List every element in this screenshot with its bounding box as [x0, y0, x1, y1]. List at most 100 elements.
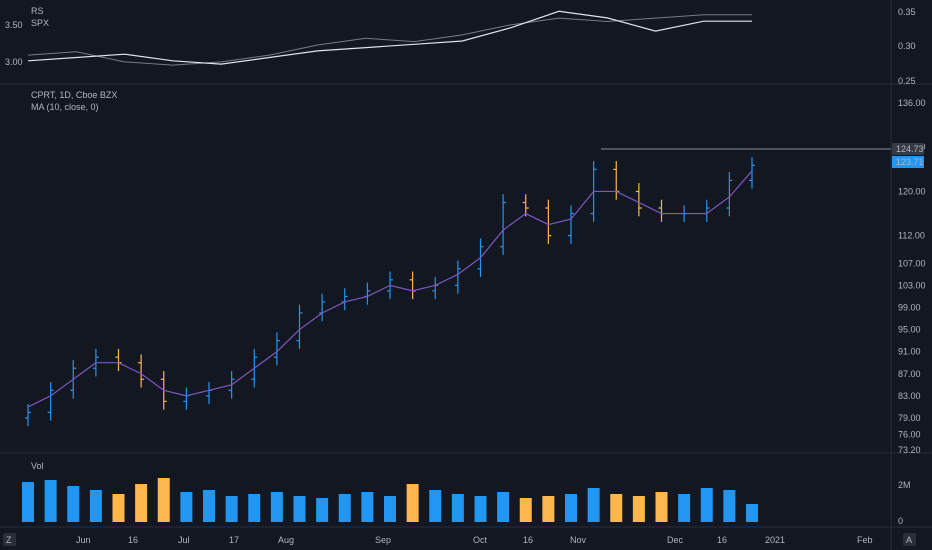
time-label-feb: Feb [857, 535, 873, 545]
volume-bar [451, 494, 464, 522]
price-tick-2: 120.00 [898, 186, 926, 196]
time-label-16-dec: 16 [717, 535, 727, 545]
auto-scale-icon[interactable]: A [903, 533, 916, 546]
ohlc-bar [25, 404, 31, 427]
volume-bar [542, 496, 555, 522]
volume-bar [519, 498, 532, 522]
volume-bar [44, 480, 57, 522]
volume-bar [497, 492, 510, 522]
time-label-nov: Nov [570, 535, 587, 545]
ohlc-bar [273, 332, 280, 366]
volume-tick-0: 0 [898, 516, 903, 526]
volume-bar [203, 490, 215, 522]
time-label-sep: Sep [375, 535, 391, 545]
volume-bar [406, 484, 419, 522]
time-label-jun: Jun [76, 535, 91, 545]
volume-bar [89, 490, 102, 522]
ma-series-line [27, 170, 753, 408]
volume-bar [180, 492, 193, 522]
rs-left-tick-300: 3.00 [5, 57, 23, 67]
rs-pane-title: RS [31, 6, 44, 16]
volume-pane-title: Vol [31, 461, 44, 471]
volume-bar [429, 490, 442, 522]
volume-bar [565, 494, 577, 522]
price-tick-9: 87.00 [898, 369, 921, 379]
ohlc-bar [138, 354, 145, 388]
volume-bar [361, 492, 374, 522]
rs-series-line [27, 10, 752, 65]
price-tick-13: 73.20 [898, 445, 921, 455]
volume-bar [316, 498, 329, 522]
time-label-16-jun: 16 [128, 535, 138, 545]
rs-right-tick-025: 0.25 [898, 76, 916, 86]
price-tick-8: 91.00 [898, 347, 921, 357]
ma-value: 123.71 [896, 157, 924, 167]
price-tick-6: 99.00 [898, 302, 921, 312]
ohlc-bar [726, 172, 733, 217]
svg-text:A: A [906, 535, 912, 545]
volume-bar [655, 492, 668, 522]
price-tick-4: 107.00 [898, 258, 926, 268]
spx-series-line [27, 14, 752, 66]
price-tick-12: 76.00 [898, 430, 921, 440]
time-label-aug: Aug [278, 535, 294, 545]
rs-left-tick-350: 3.50 [5, 20, 23, 30]
price-tick-11: 79.00 [898, 413, 921, 423]
time-label-16-oct: 16 [523, 535, 533, 545]
price-pane[interactable]: CPRT, 1D, Cboe BZX MA (10, close, 0) 136… [25, 90, 926, 455]
volume-bar [384, 496, 396, 522]
volume-bar [225, 496, 238, 522]
ohlc-bar [568, 205, 574, 244]
volume-bar [700, 488, 713, 522]
volume-bar [248, 494, 261, 522]
time-axis[interactable]: Jun 16 Jul 17 Aug Sep Oct 16 Nov Dec 16 … [76, 535, 873, 545]
time-label-oct: Oct [473, 535, 488, 545]
ohlc-bar [454, 260, 461, 294]
volume-bar [112, 494, 125, 522]
svg-text:Z: Z [6, 535, 12, 545]
time-label-jul: Jul [178, 535, 190, 545]
volume-bar [270, 492, 283, 522]
price-tick-3: 112.00 [898, 231, 925, 241]
volume-bar [67, 486, 80, 522]
volume-bar [723, 490, 736, 522]
last-price-value: 124.73 [896, 144, 924, 154]
ma-value-badge [892, 156, 924, 168]
rs-pane[interactable]: RS SPX 3.50 3.00 0.35 0.30 0.25 [5, 6, 916, 86]
volume-pane[interactable]: Vol 2M 0 [22, 461, 911, 526]
ohlc-bar [635, 183, 642, 217]
price-tick-7: 95.00 [898, 325, 921, 335]
zoom-icon[interactable]: Z [3, 533, 16, 546]
volume-bar [338, 494, 351, 522]
last-price-badge [892, 143, 924, 155]
volume-bar [678, 494, 691, 522]
rs-right-tick-030: 0.30 [898, 41, 916, 51]
ohlc-bar [749, 157, 755, 189]
volume-bar [293, 496, 306, 522]
ohlc-bar [47, 382, 54, 421]
volume-bar [587, 488, 600, 522]
price-tick-10: 83.00 [898, 391, 921, 401]
volume-bar [746, 504, 758, 522]
price-tick-5: 103.00 [898, 280, 926, 290]
volume-bar [474, 496, 487, 522]
time-label-dec: Dec [667, 535, 684, 545]
volume-bar [610, 494, 623, 522]
rs-right-tick-035: 0.35 [898, 7, 916, 17]
volume-bar [157, 478, 170, 522]
time-label-2021: 2021 [765, 535, 785, 545]
volume-bar [632, 496, 645, 522]
ohlc-bar [296, 304, 303, 349]
volume-bar [135, 484, 148, 522]
ohlc-bar [522, 194, 529, 217]
ma-indicator-label: MA (10, close, 0) [31, 102, 99, 112]
rs-pane-series-label: SPX [31, 18, 49, 28]
time-label-17-jul: 17 [229, 535, 239, 545]
ohlc-bar [545, 199, 552, 244]
price-pane-title: CPRT, 1D, Cboe BZX [31, 90, 117, 100]
volume-bar [22, 482, 34, 522]
price-tick-0: 136.00 [898, 98, 926, 108]
ohlc-bar [500, 194, 507, 255]
